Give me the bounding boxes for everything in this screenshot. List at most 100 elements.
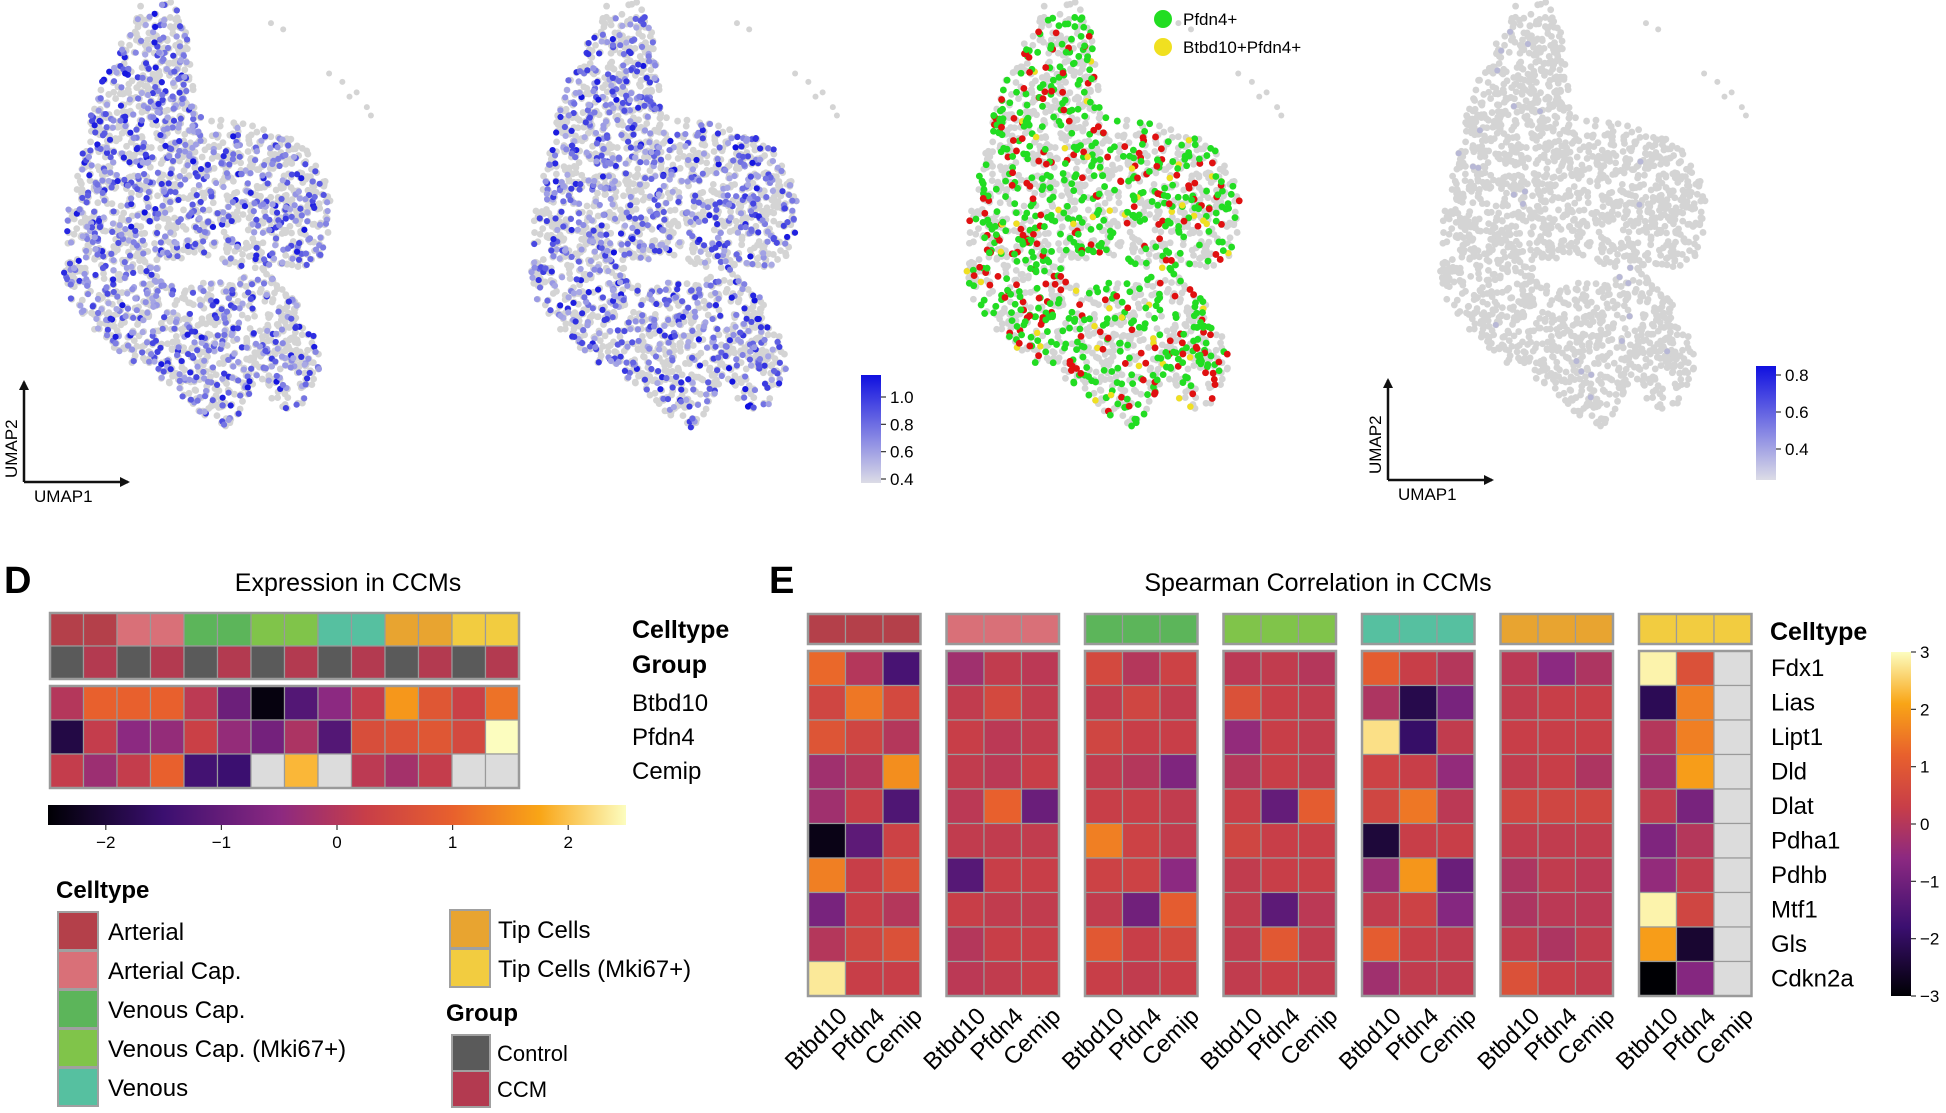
cell-point-expression [99,189,106,197]
cell-point-expression [190,158,197,165]
cell-point-expression [173,33,180,40]
cell-point-expression [86,172,93,179]
cell-point-expression [148,271,155,278]
cell-point-grey [267,20,274,27]
cell-point-expression [133,146,140,153]
cell-point-expression [311,204,318,212]
cell-point-grey [600,23,608,31]
cell-point-grey [117,202,125,210]
cell-point-expression [139,349,146,356]
cell-point-expression [187,396,194,403]
cell-point-grey [657,163,665,171]
cell-point-expression [324,199,331,206]
cell-point-grey [239,120,247,128]
cell-point-expression [187,103,194,110]
cell-point-grey [663,367,671,375]
cell-point-expression [126,96,133,103]
cell-point-expression [275,155,282,163]
cell-point-expression [155,100,162,108]
cell-point-grey [120,209,128,217]
cell-point-expression [276,162,283,170]
cell-point-grey [632,379,639,387]
cell-point-expression [164,249,171,256]
cell-point-expression [181,176,189,183]
cell-point-expression [79,233,86,240]
cell-point-expression [142,299,149,306]
cell-point-expression [160,188,168,195]
cell-point-grey [198,153,206,161]
cell-point-grey [180,289,188,297]
cell-point-grey [326,70,333,77]
cell-point-expression [234,124,241,132]
cell-point-expression [320,244,327,251]
cell-point-expression [127,31,134,39]
cell-point-grey [247,131,255,139]
cell-point-expression [200,238,207,245]
cell-point-expression [164,44,172,52]
cell-point-expression [200,288,207,295]
cell-point-expression [155,365,162,372]
umap-expression-plot-1 [61,0,374,430]
cell-point-expression [150,303,157,310]
cell-point-grey [167,315,174,323]
cell-point-expression [159,202,166,209]
cell-point-grey [710,148,718,155]
cell-point-grey [168,345,176,353]
cell-point-expression [260,201,267,208]
cell-point-grey [118,129,126,137]
cell-point-grey [682,122,690,130]
cell-point-expression [66,260,74,267]
cell-point-grey [281,229,289,237]
cell-point-expression [67,281,74,288]
cell-point-grey [726,126,734,134]
cell-point-expression [110,208,117,215]
cell-point-grey [157,160,165,167]
cell-point-grey [697,349,705,357]
cell-point-expression [126,159,133,166]
cell-point-grey [251,312,258,320]
cell-point-expression [99,78,106,85]
cell-point-expression [273,330,280,337]
cell-point-grey [640,353,647,360]
cell-point-expression [162,142,169,149]
cell-point-expression [149,154,156,161]
cell-point-grey [304,346,311,354]
cell-point-expression [194,363,201,370]
cell-point-grey [575,159,583,166]
cell-point-grey [138,230,145,238]
cell-point-expression [186,310,193,318]
cell-point-expression [204,378,212,385]
cell-point-expression [82,254,90,261]
cell-point-expression [99,177,106,184]
cell-point-expression [178,357,185,365]
cell-point-expression [220,421,228,428]
cell-point-expression [146,358,153,365]
cell-point-expression [162,209,169,216]
cell-point-expression [152,245,159,253]
cell-point-expression [173,240,180,247]
cell-point-grey [166,14,174,21]
cell-point-grey [580,83,588,91]
cell-point-expression [164,125,171,132]
cell-point-grey [620,192,627,200]
cell-point-expression [124,182,132,189]
cell-point-grey [172,224,180,232]
cell-point-grey [552,170,560,178]
cell-point-expression [146,76,153,83]
cell-point-grey [266,311,274,319]
cell-point-expression [145,159,152,166]
cell-point-expression [176,89,183,96]
cell-point-expression [103,124,110,131]
cell-point-expression [214,210,221,217]
cell-point-expression [95,107,102,114]
cell-point-grey [208,117,215,125]
cell-point-expression [198,334,205,341]
cell-point-expression [191,339,198,346]
cell-point-grey [634,345,642,353]
cell-point-expression [201,408,208,415]
cell-point-expression [171,68,178,75]
cell-point-expression [248,281,256,288]
cell-point-grey [231,390,238,398]
cell-point-grey [693,255,701,262]
cell-point-expression [229,198,236,206]
